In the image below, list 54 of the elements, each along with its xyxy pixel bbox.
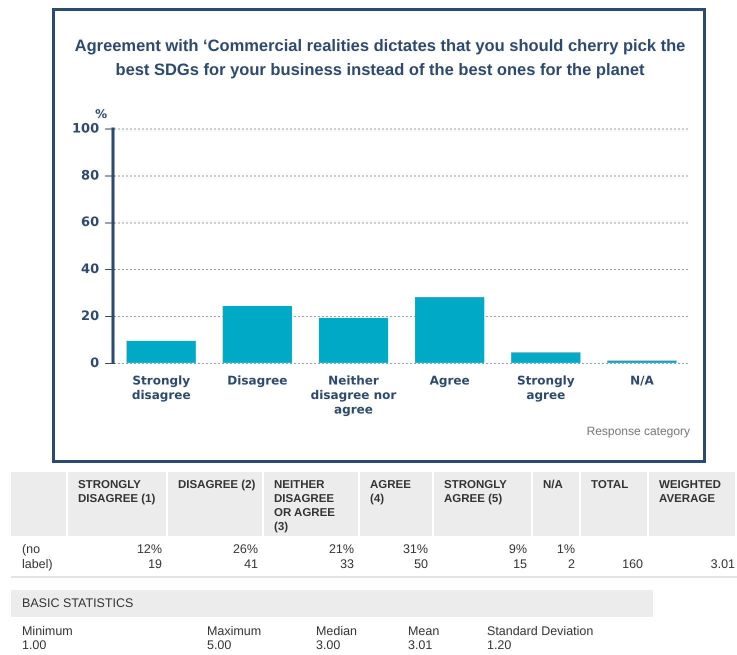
text: 9%	[508, 542, 527, 558]
text: DISAGREE (2)	[168, 472, 262, 536]
x-tick-label: Neither disagree nor agree	[310, 374, 396, 417]
text: 19	[147, 557, 162, 573]
y-tick-label: 80	[81, 168, 100, 184]
text: 3.00	[316, 638, 342, 653]
bar	[415, 297, 484, 363]
text: Standard Deviation	[487, 624, 594, 639]
x-tick-label: Agree	[430, 374, 470, 388]
text: 5.00	[207, 638, 232, 653]
text: (no label)	[22, 542, 54, 573]
bar	[318, 318, 388, 363]
y-tick-label: 100	[72, 121, 100, 136]
text: Maximum	[207, 624, 262, 638]
x-tick-label: N/A	[630, 374, 654, 388]
text: STRONGLY AGREE (5)	[434, 472, 531, 536]
bar	[222, 306, 292, 363]
text: 50	[413, 557, 428, 573]
text: 160	[621, 557, 643, 573]
text: 2	[567, 557, 575, 573]
x-tick-label: Strongly agree	[516, 374, 575, 402]
text: BASIC STATISTICS	[11, 590, 653, 617]
text: 41	[243, 557, 258, 573]
text: 33	[339, 557, 354, 573]
x-tick-label: Strongly disagree	[132, 374, 191, 402]
y-axis-title: %	[95, 107, 108, 122]
text: 3.01	[710, 557, 735, 573]
bar	[126, 340, 196, 363]
y-tick-label: 60	[81, 215, 100, 230]
text: AGREE (4)	[360, 472, 432, 536]
text: TOTAL	[581, 472, 647, 536]
text: 1.00	[22, 638, 48, 653]
x-tick-label: Disagree	[227, 374, 288, 388]
text: 1.20	[487, 638, 512, 653]
text: 12%	[136, 542, 162, 558]
text: 15	[512, 557, 527, 573]
text: Median	[316, 624, 357, 638]
text: 31%	[402, 542, 428, 558]
y-tick-label: 0	[90, 356, 100, 371]
bar	[511, 352, 580, 363]
text: 1%	[556, 542, 575, 558]
y-tick-label: 40	[81, 262, 100, 278]
text: 26%	[232, 542, 258, 558]
y-tick-label: 20	[81, 308, 100, 324]
chart-title: Agreement with ‘Commercial realities dictates that you should cherry pick the best SDGs for your business instead of the best ones for the planet	[74, 36, 686, 81]
text: WEIGHTED AVERAGE	[649, 472, 735, 536]
x-axis-title: Response category	[586, 424, 690, 438]
text: 3.01	[408, 638, 434, 653]
text: STRONGLY DISAGREE (1)	[68, 472, 166, 536]
text: 21%	[328, 542, 354, 558]
text: N/A	[533, 472, 579, 536]
text: NEITHER DISAGREE OR AGREE (3)	[264, 472, 358, 536]
text: Minimum	[22, 624, 74, 639]
text: Mean	[408, 624, 440, 638]
